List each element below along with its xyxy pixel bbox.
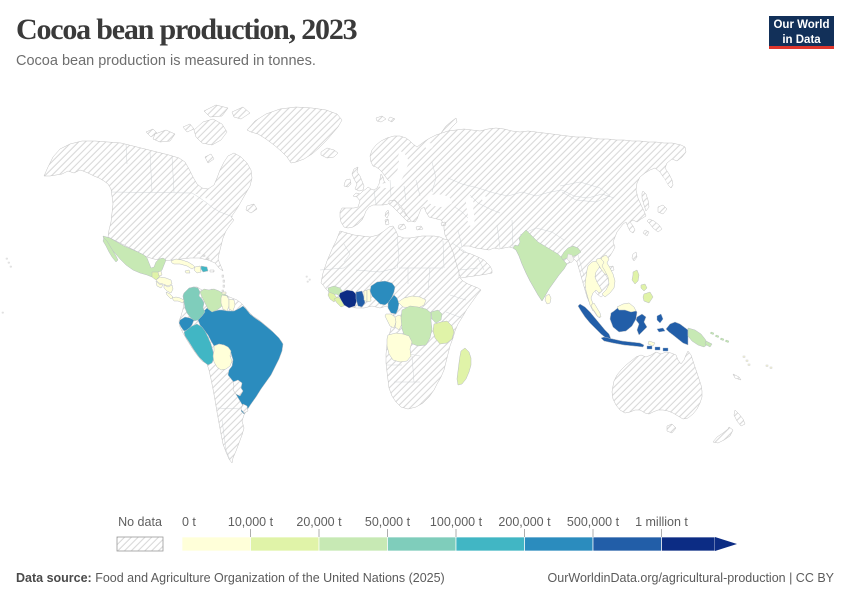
svg-text:500,000 t: 500,000 t <box>567 515 620 529</box>
svg-text:0 t: 0 t <box>182 515 196 529</box>
svg-text:No data: No data <box>118 515 162 529</box>
svg-text:50,000 t: 50,000 t <box>365 515 411 529</box>
svg-text:100,000 t: 100,000 t <box>430 515 483 529</box>
svg-text:20,000 t: 20,000 t <box>296 515 342 529</box>
svg-text:1 million t: 1 million t <box>635 515 688 529</box>
svg-text:200,000 t: 200,000 t <box>498 515 551 529</box>
svg-text:10,000 t: 10,000 t <box>228 515 274 529</box>
